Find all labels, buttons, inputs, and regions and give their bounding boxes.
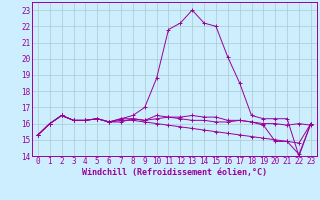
X-axis label: Windchill (Refroidissement éolien,°C): Windchill (Refroidissement éolien,°C) — [82, 168, 267, 177]
